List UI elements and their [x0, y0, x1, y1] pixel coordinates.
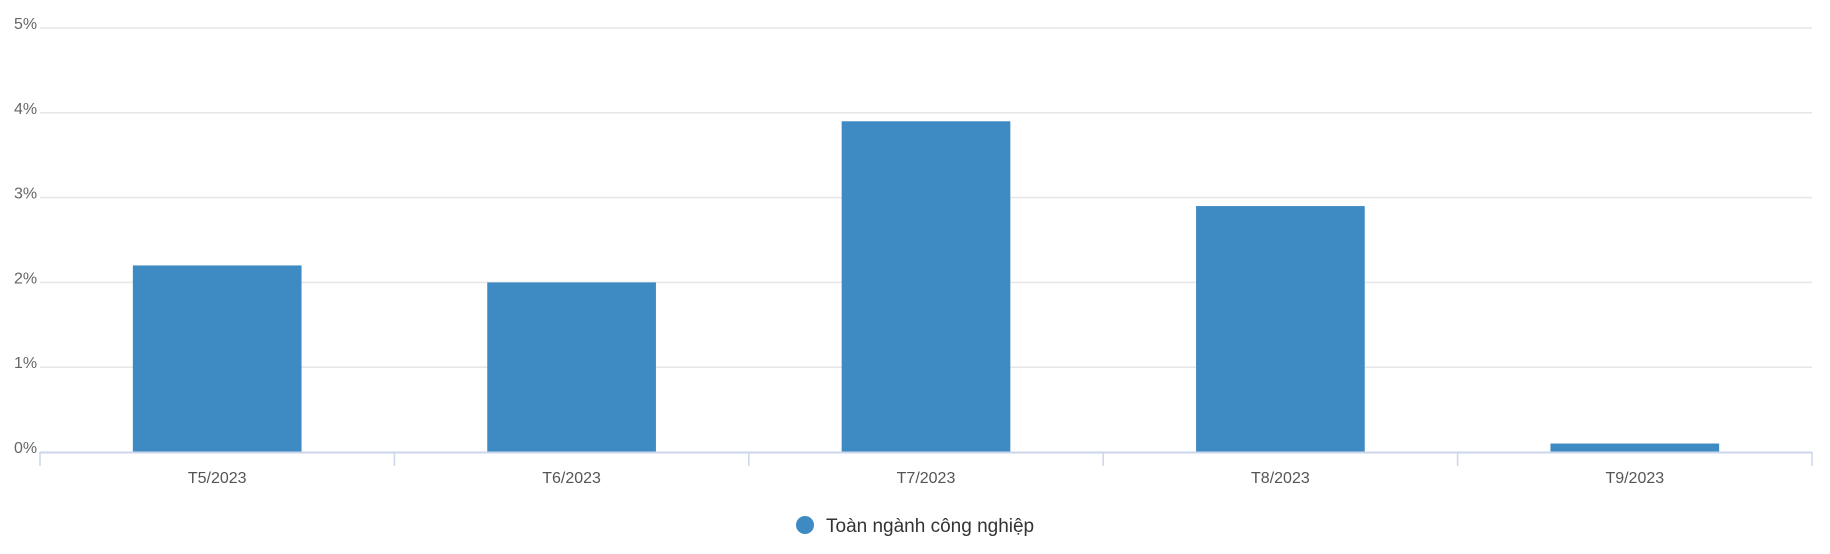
bar[interactable]	[1550, 443, 1720, 452]
y-axis-tick-labels: 0% 1% 2% 3% 4% 5%	[14, 16, 37, 457]
bars	[132, 121, 1720, 452]
y-tick-label: 2%	[14, 270, 37, 287]
x-tick-label: T9/2023	[1605, 470, 1664, 487]
y-tick-label: 3%	[14, 186, 37, 203]
x-tick-label: T8/2023	[1251, 470, 1310, 487]
x-axis	[39, 451, 1813, 466]
legend-marker[interactable]	[796, 516, 814, 534]
x-tick-label: T6/2023	[542, 470, 601, 487]
bar[interactable]	[1196, 206, 1365, 452]
x-axis-tick-labels: T5/2023 T6/2023 T7/2023 T8/2023 T9/2023	[188, 470, 1664, 487]
bar[interactable]	[841, 121, 1011, 452]
y-tick-label: 5%	[14, 16, 37, 33]
y-tick-label: 4%	[14, 101, 37, 118]
x-tick-label: T5/2023	[188, 470, 247, 487]
legend[interactable]: Toàn ngành công nghiệp	[796, 516, 1034, 537]
bar[interactable]	[487, 282, 656, 452]
bar[interactable]	[132, 265, 302, 452]
y-tick-label: 0%	[14, 440, 37, 457]
legend-label[interactable]: Toàn ngành công nghiệp	[826, 516, 1034, 537]
y-tick-label: 1%	[14, 355, 37, 372]
x-tick-label: T7/2023	[897, 470, 956, 487]
